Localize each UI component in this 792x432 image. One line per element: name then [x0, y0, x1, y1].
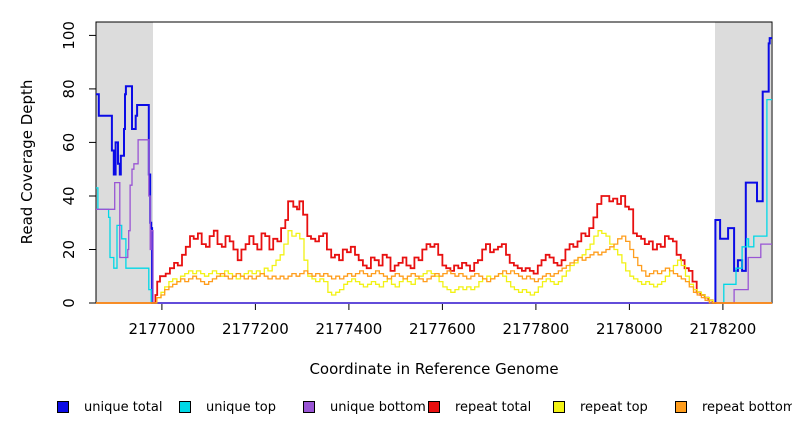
series-line-unique-top [96, 98, 772, 304]
unique-bottom-swatch-icon [303, 401, 315, 413]
legend-label: unique total [84, 399, 163, 415]
repeat-bottom-swatch-icon [675, 401, 687, 413]
x-axis-tick-label: 2177800 [502, 320, 569, 338]
x-axis-label: Coordinate in Reference Genome [309, 360, 559, 378]
legend-label: repeat bottom [702, 399, 792, 415]
x-axis-tick-label: 2177400 [315, 320, 382, 338]
y-axis-tick-label: 0 [60, 298, 78, 308]
legend-item-unique-top: unique top [179, 399, 276, 415]
legend-label: repeat top [580, 399, 648, 415]
series-line-repeat-top [96, 230, 772, 304]
legend-label: unique bottom [330, 399, 426, 415]
legend-item-unique-total: unique total [57, 399, 162, 415]
y-axis-tick-label: 80 [60, 79, 78, 98]
plot-box [95, 21, 773, 304]
series-line-repeat-total [96, 195, 772, 304]
legend-item-unique-bottom: unique bottom [303, 399, 426, 415]
y-axis-tick-label: 100 [60, 21, 78, 50]
y-axis-tick-label: 20 [60, 240, 78, 259]
x-axis-tick-label: 2177600 [409, 320, 476, 338]
x-axis-tick-label: 2178200 [689, 320, 756, 338]
legend-item-repeat-top: repeat top [553, 399, 648, 415]
series-line-unique-bottom [96, 139, 772, 304]
repeat-top-swatch-icon [553, 401, 565, 413]
y-axis-tick-label: 40 [60, 186, 78, 205]
unique-total-swatch-icon [57, 401, 69, 413]
repeat-total-swatch-icon [428, 401, 440, 413]
y-axis-tick-label: 60 [60, 133, 78, 152]
series-line-unique-total [96, 37, 772, 304]
unique-top-swatch-icon [179, 401, 191, 413]
legend-label: unique top [206, 399, 277, 415]
y-axis-label: Read Coverage Depth [18, 79, 36, 245]
series-line-repeat-bottom [96, 235, 772, 304]
x-axis-tick-label: 2177200 [222, 320, 289, 338]
legend-label: repeat total [455, 399, 532, 415]
legend: unique total unique top unique bottom re… [0, 396, 792, 422]
legend-item-repeat-total: repeat total [428, 399, 531, 415]
x-axis-tick-label: 2177000 [128, 320, 195, 338]
repeat-region-band [96, 22, 153, 303]
legend-item-repeat-bottom: repeat bottom [675, 399, 792, 415]
x-axis-tick-label: 2178000 [596, 320, 663, 338]
